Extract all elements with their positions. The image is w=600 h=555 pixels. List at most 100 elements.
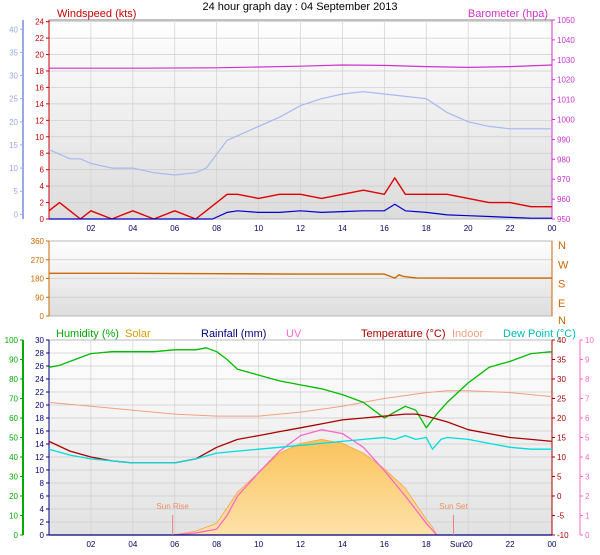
humidity-axis-tick-label: 10 bbox=[9, 512, 18, 521]
temperature-x-tick-label: 06 bbox=[170, 540, 179, 549]
humidity-axis-tick-label: 30 bbox=[9, 473, 18, 482]
temperature-x-tick-label: 18 bbox=[422, 540, 431, 549]
barometer-axis-tick-label: 1030 bbox=[557, 56, 575, 65]
rainfall-axis-tick-label: 18 bbox=[35, 414, 44, 423]
outer-left-axis-tick-label: 25 bbox=[9, 95, 18, 104]
outer-left-axis-tick-label: 0 bbox=[14, 210, 19, 219]
outer-left-axis-tick-label: 15 bbox=[9, 141, 18, 150]
humidity-axis-tick-label: 100 bbox=[5, 336, 19, 345]
temperature-x-tick-label: 10 bbox=[254, 540, 263, 549]
windspeed-axis-tick-label: 16 bbox=[35, 83, 44, 92]
uv-axis-tick-label: 8 bbox=[585, 375, 590, 384]
series-wind-average bbox=[49, 203, 552, 220]
outer-left-axis-tick-label: 10 bbox=[9, 164, 18, 173]
barometer-axis-tick-label: 980 bbox=[557, 155, 571, 164]
temperature-x-tick-label: 12 bbox=[296, 540, 305, 549]
series-indoor bbox=[48, 390, 553, 417]
compass-label: W bbox=[558, 259, 569, 271]
temperature-axis-tick-label: 30 bbox=[557, 375, 566, 384]
rainfall-axis-tick-label: 10 bbox=[35, 466, 44, 475]
rainfall-axis-tick-label: 4 bbox=[40, 505, 45, 514]
barometer-axis-title: Barometer (hpa) bbox=[468, 8, 548, 20]
direction-axis-tick-label: 360 bbox=[31, 237, 45, 246]
rainfall-axis-tick-label: 30 bbox=[35, 336, 44, 345]
legend-temperature: Temperature (°C) bbox=[361, 328, 445, 340]
windspeed-axis-tick-label: 2 bbox=[40, 199, 45, 208]
compass-label: S bbox=[558, 279, 565, 291]
legend-rainfall: Rainfall (mm) bbox=[201, 328, 266, 340]
windspeed-axis-tick-label: 8 bbox=[40, 149, 45, 158]
legend-humidity: Humidity (%) bbox=[56, 328, 119, 340]
rainfall-axis-tick-label: 8 bbox=[40, 479, 45, 488]
temperature-x-tick-label: 20 bbox=[464, 540, 473, 549]
uv-axis-tick-label: 5 bbox=[585, 434, 590, 443]
wind-x-tick-label: 16 bbox=[380, 224, 389, 233]
uv-axis-tick-label: 6 bbox=[585, 414, 590, 423]
wind-x-tick-label: 08 bbox=[212, 224, 221, 233]
barometer-axis-tick-label: 1050 bbox=[557, 16, 575, 25]
legend-dewpoint: Dew Point (°C) bbox=[503, 328, 576, 340]
barometer-axis-tick-label: 1020 bbox=[557, 76, 575, 85]
outer-left-axis-tick-label: 35 bbox=[9, 48, 18, 57]
windspeed-axis-tick-label: 22 bbox=[35, 34, 44, 43]
humidity-axis-tick-label: 20 bbox=[9, 492, 18, 501]
temperature-axis-tick-label: -5 bbox=[557, 512, 565, 521]
direction-axis-tick-label: 180 bbox=[31, 275, 45, 284]
direction-axis-tick-label: 0 bbox=[40, 312, 45, 321]
rainfall-axis-tick-label: 28 bbox=[35, 349, 44, 358]
uv-axis-tick-label: 4 bbox=[585, 453, 590, 462]
wind-x-tick-label: 20 bbox=[464, 224, 473, 233]
wind-x-tick-label: 06 bbox=[170, 224, 179, 233]
uv-axis-tick-label: 7 bbox=[585, 395, 590, 404]
temperature-x-tick-label: 00 bbox=[548, 540, 557, 549]
humidity-axis-tick-label: 90 bbox=[9, 356, 18, 365]
outer-left-axis-tick-label: 40 bbox=[9, 25, 18, 34]
outer-left-axis-tick-label: 30 bbox=[9, 72, 18, 81]
temperature-axis-tick-label: -10 bbox=[557, 531, 569, 540]
uv-axis-tick-label: 1 bbox=[585, 512, 590, 521]
humidity-axis-tick-label: 0 bbox=[14, 531, 19, 540]
barometer-axis-tick-label: 970 bbox=[557, 175, 571, 184]
windspeed-axis-title: Windspeed (kts) bbox=[57, 8, 136, 20]
compass-label: N bbox=[558, 240, 566, 252]
uv-axis-tick-label: 10 bbox=[585, 336, 594, 345]
rainfall-axis-tick-label: 24 bbox=[35, 375, 44, 384]
temperature-x-tick-label: 08 bbox=[212, 540, 221, 549]
barometer-axis-tick-label: 1010 bbox=[557, 96, 575, 105]
series-wind-gust bbox=[48, 177, 552, 220]
uv-axis-tick-label: 9 bbox=[585, 356, 590, 365]
temperature-axis-tick-label: 25 bbox=[557, 395, 566, 404]
wind-x-tick-label: 04 bbox=[128, 224, 137, 233]
wind-x-tick-label: 12 bbox=[296, 224, 305, 233]
series-humidity bbox=[48, 347, 553, 429]
sunrise-label: Sun Rise bbox=[156, 502, 189, 511]
series-dewpoint bbox=[48, 434, 552, 464]
series-wind-direction bbox=[49, 272, 552, 279]
rainfall-axis-tick-label: 2 bbox=[40, 518, 45, 527]
rainfall-axis-tick-label: 0 bbox=[40, 531, 45, 540]
rainfall-axis-tick-label: 26 bbox=[35, 362, 44, 371]
sunset-label: Sun Set bbox=[439, 502, 468, 511]
wind-x-tick-label: 02 bbox=[86, 224, 95, 233]
direction-axis-tick-label: 90 bbox=[35, 293, 44, 302]
direction-axis-tick-label: 270 bbox=[31, 256, 45, 265]
humidity-axis-tick-label: 80 bbox=[9, 375, 18, 384]
temperature-x-tick-label: 16 bbox=[380, 540, 389, 549]
barometer-axis-tick-label: 960 bbox=[557, 195, 571, 204]
series-wind-direction-trace bbox=[48, 91, 552, 176]
windspeed-axis-tick-label: 10 bbox=[35, 133, 44, 142]
rainfall-axis-tick-label: 14 bbox=[35, 440, 44, 449]
temperature-x-tick-label: 14 bbox=[338, 540, 347, 549]
windspeed-axis-tick-label: 14 bbox=[35, 100, 44, 109]
windspeed-axis-tick-label: 18 bbox=[35, 67, 44, 76]
humidity-axis-tick-label: 70 bbox=[9, 395, 18, 404]
rainfall-axis-tick-label: 20 bbox=[35, 401, 44, 410]
series-barometer bbox=[49, 64, 553, 69]
windspeed-axis-tick-label: 20 bbox=[35, 51, 44, 60]
temperature-axis-tick-label: 40 bbox=[557, 336, 566, 345]
wind-x-tick-label: 10 bbox=[254, 224, 263, 233]
rainfall-axis-tick-label: 22 bbox=[35, 388, 44, 397]
windspeed-axis-tick-label: 4 bbox=[40, 182, 45, 191]
wind-x-tick-label: 22 bbox=[506, 224, 515, 233]
